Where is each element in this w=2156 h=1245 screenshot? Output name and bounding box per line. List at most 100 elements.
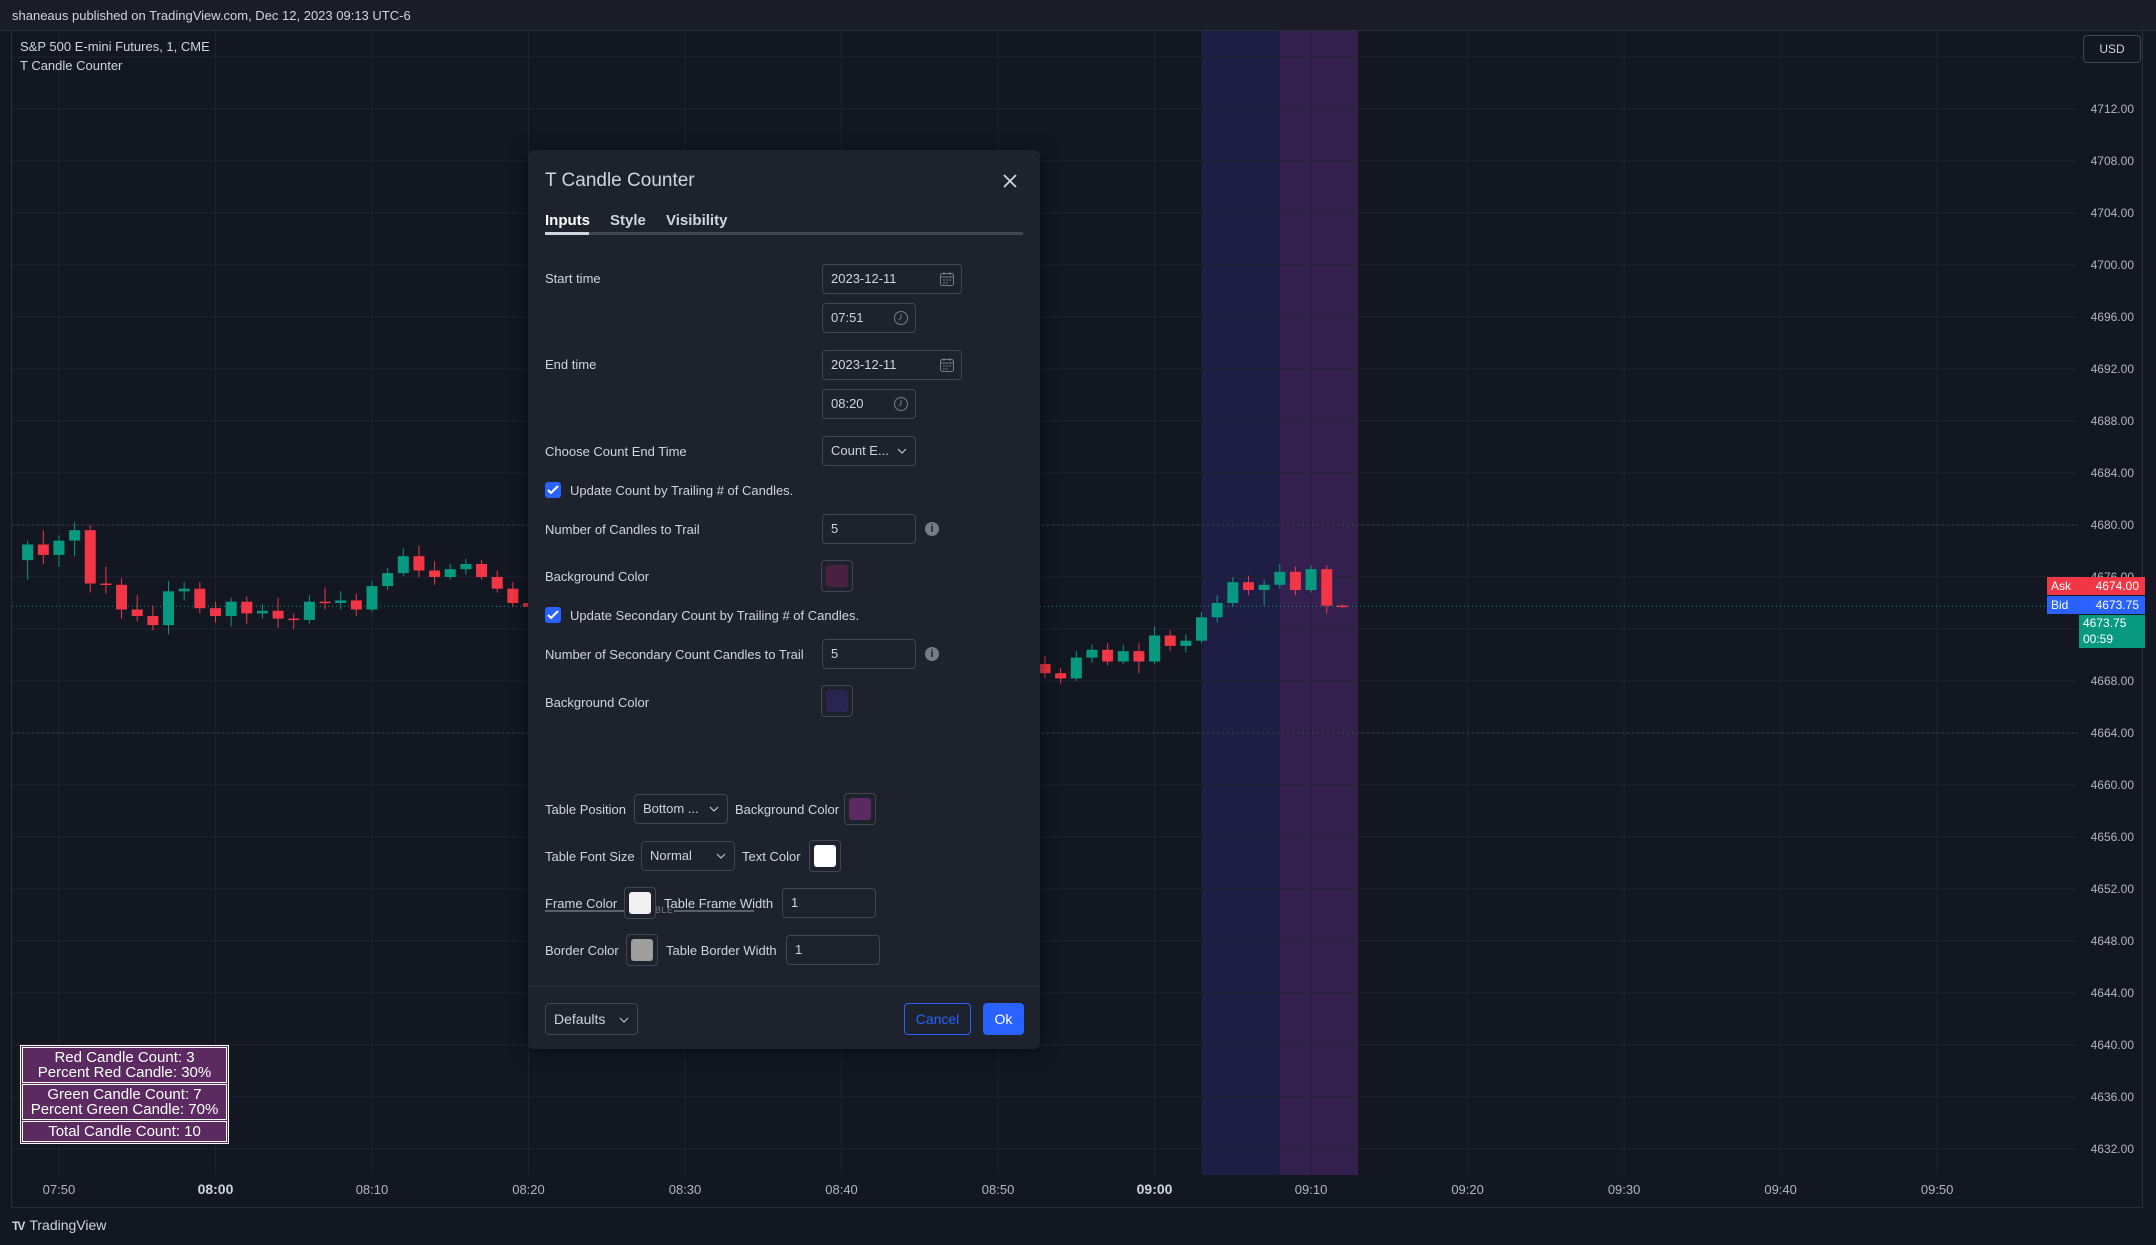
tradingview-logo[interactable]: TV TradingView bbox=[12, 1217, 107, 1233]
start-date-input[interactable]: 2023-12-11 bbox=[822, 264, 962, 294]
candle-body bbox=[131, 609, 143, 616]
tab-inputs[interactable]: Inputs bbox=[545, 212, 590, 229]
bar-countdown: 00:59 bbox=[2083, 632, 2114, 646]
green-candle-count: Green Candle Count: 7 bbox=[47, 1086, 202, 1103]
time-tick-label: 08:20 bbox=[512, 1182, 545, 1197]
red-candle-count: Red Candle Count: 3 bbox=[54, 1049, 195, 1066]
chevron-down-icon bbox=[897, 448, 907, 454]
price-tick-label: 4644.00 bbox=[2091, 986, 2135, 1000]
candle-body bbox=[1149, 635, 1161, 662]
candle-body bbox=[225, 601, 237, 616]
candle-stats-table: Red Candle Count: 3 Percent Red Candle: … bbox=[20, 1045, 229, 1144]
price-tick-label: 4684.00 bbox=[2091, 466, 2135, 480]
frame-color-swatch[interactable] bbox=[624, 887, 656, 919]
candle-body bbox=[1289, 571, 1301, 590]
update-secondary-label[interactable]: Update Secondary Count by Trailing # of … bbox=[570, 608, 860, 623]
symbol-legend[interactable]: S&P 500 E-mini Futures, 1, CME bbox=[20, 39, 210, 54]
clock-icon[interactable] bbox=[893, 310, 909, 326]
published-text: shaneaus published on TradingView.com, D… bbox=[12, 8, 411, 23]
calendar-icon[interactable] bbox=[939, 357, 955, 373]
candle-body bbox=[22, 544, 34, 561]
calendar-icon[interactable] bbox=[939, 271, 955, 287]
candle-body bbox=[100, 583, 112, 585]
bottom-bar bbox=[0, 1208, 2156, 1245]
table-bg-swatch[interactable] bbox=[844, 793, 876, 825]
chevron-down-icon bbox=[716, 853, 726, 859]
candle-body bbox=[69, 530, 81, 541]
candle-body bbox=[1180, 640, 1192, 646]
candle-body bbox=[84, 530, 96, 584]
update-trailing-checkbox[interactable] bbox=[545, 482, 561, 498]
clock-icon[interactable] bbox=[893, 396, 909, 412]
total-candle-count: Total Candle Count: 10 bbox=[48, 1123, 201, 1140]
highlight-band bbox=[1279, 31, 1359, 1175]
update-trailing-label[interactable]: Update Count by Trailing # of Candles. bbox=[570, 483, 794, 498]
bg-color-swatch[interactable] bbox=[821, 560, 853, 592]
border-color-label: Border Color bbox=[545, 943, 619, 958]
tab-visibility[interactable]: Visibility bbox=[666, 212, 728, 229]
tv-logo-icon: TV bbox=[12, 1219, 25, 1233]
price-tick-label: 4692.00 bbox=[2091, 362, 2135, 376]
time-tick-label: 07:50 bbox=[43, 1182, 76, 1197]
price-tick-label: 4712.00 bbox=[2091, 102, 2135, 116]
border-width-input[interactable]: 1 bbox=[786, 935, 880, 965]
candle-body bbox=[194, 588, 206, 609]
trail-count-input[interactable]: 5 bbox=[822, 514, 916, 544]
candle-body bbox=[1227, 582, 1239, 603]
indicator-legend[interactable]: T Candle Counter bbox=[20, 58, 123, 73]
candle-body bbox=[491, 577, 503, 589]
close-icon[interactable] bbox=[996, 167, 1024, 195]
text-color-swatch[interactable] bbox=[809, 840, 841, 872]
font-size-select[interactable]: Normal bbox=[641, 841, 735, 871]
candle-body bbox=[1102, 649, 1114, 662]
bid-text: Bid bbox=[2051, 598, 2069, 612]
trail-count-value: 5 bbox=[831, 521, 839, 536]
bg-color2-swatch[interactable] bbox=[821, 685, 853, 717]
candle-body bbox=[444, 569, 456, 577]
candle-body bbox=[460, 564, 472, 570]
candle-body bbox=[53, 540, 65, 555]
candle-body bbox=[1336, 605, 1348, 608]
time-tick-label: 09:20 bbox=[1451, 1182, 1484, 1197]
candle-body bbox=[397, 556, 409, 574]
candle-body bbox=[507, 588, 519, 603]
count-end-select[interactable]: Count E... bbox=[822, 436, 916, 466]
section-divider-left bbox=[545, 910, 640, 912]
dialog-footer-divider bbox=[528, 986, 1040, 987]
chevron-down-icon bbox=[619, 1017, 629, 1023]
candle-body bbox=[1321, 569, 1333, 606]
ok-button[interactable]: Ok bbox=[983, 1003, 1024, 1035]
secondary-trail-input[interactable]: 5 bbox=[822, 639, 916, 669]
candle-body bbox=[1086, 649, 1098, 658]
last-price-label: 4673.75 00:59 bbox=[2079, 615, 2145, 648]
time-tick-label: 08:40 bbox=[825, 1182, 858, 1197]
info-icon[interactable]: i bbox=[925, 522, 939, 536]
bg-color-label: Background Color bbox=[545, 569, 650, 584]
currency-button[interactable]: USD bbox=[2083, 35, 2141, 63]
frame-width-input[interactable]: 1 bbox=[782, 888, 876, 918]
end-time-input[interactable]: 08:20 bbox=[822, 389, 916, 419]
end-date-input[interactable]: 2023-12-11 bbox=[822, 350, 962, 380]
candle-body bbox=[429, 570, 441, 577]
candle-body bbox=[413, 556, 425, 571]
start-time-value: 07:51 bbox=[831, 310, 864, 325]
defaults-button[interactable]: Defaults bbox=[545, 1003, 638, 1035]
time-tick-label: 09:10 bbox=[1295, 1182, 1328, 1197]
table-position-select[interactable]: Bottom ... bbox=[634, 794, 728, 824]
start-time-input[interactable]: 07:51 bbox=[822, 303, 916, 333]
tab-style[interactable]: Style bbox=[610, 212, 646, 229]
active-tab-indicator bbox=[545, 232, 589, 235]
info-icon[interactable]: i bbox=[925, 647, 939, 661]
border-color-swatch[interactable] bbox=[626, 934, 658, 966]
count-end-value: Count E... bbox=[831, 443, 889, 458]
candle-body bbox=[303, 601, 315, 620]
time-tick-label: 08:50 bbox=[982, 1182, 1015, 1197]
frame-width-label: Table Frame Width bbox=[664, 896, 774, 911]
cancel-button[interactable]: Cancel bbox=[904, 1003, 971, 1035]
bg-color2-label: Background Color bbox=[545, 695, 650, 710]
candle-body bbox=[476, 564, 488, 577]
candle-body bbox=[1055, 673, 1067, 679]
update-secondary-checkbox[interactable] bbox=[545, 607, 561, 623]
candle-body bbox=[1242, 582, 1254, 590]
